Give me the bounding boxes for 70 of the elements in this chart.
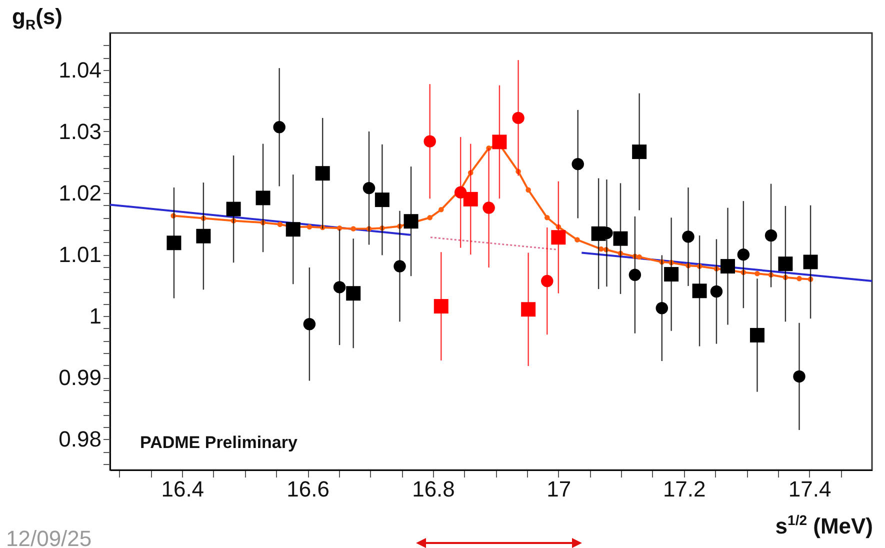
point: [710, 285, 723, 298]
point: [632, 144, 647, 160]
point: [492, 134, 507, 150]
point: [544, 215, 550, 220]
point: [682, 230, 694, 243]
point: [572, 158, 584, 170]
point: [482, 202, 495, 214]
x-tick-label: 16.8: [412, 476, 455, 502]
point: [613, 231, 628, 246]
point: [574, 237, 580, 242]
y-axis-title: g$_{R}$(s): [12, 4, 62, 32]
point: [273, 121, 286, 134]
point: [803, 254, 818, 270]
point: [521, 302, 536, 317]
y-tick-label: 1.02: [58, 180, 102, 206]
point: [315, 166, 330, 181]
annotation: PADME Preliminary: [140, 433, 298, 452]
point: [374, 192, 390, 208]
point: [394, 260, 406, 272]
point: [793, 370, 806, 383]
point: [303, 318, 316, 330]
point: [512, 112, 524, 124]
point: [306, 224, 312, 230]
point: [656, 302, 668, 314]
point: [226, 202, 241, 216]
point: [427, 215, 432, 220]
x-tick-label: 16.4: [161, 476, 204, 502]
point: [362, 182, 376, 194]
point: [551, 230, 566, 245]
point: [692, 284, 707, 298]
point: [434, 299, 448, 314]
point: [628, 268, 642, 281]
y-tick-label: 1.04: [58, 57, 102, 82]
point: [333, 281, 346, 294]
y-tick-label: 1.01: [58, 242, 102, 268]
point: [346, 286, 361, 301]
y-tick-label: 1: [89, 304, 102, 329]
point: [737, 248, 750, 261]
point: [454, 186, 467, 199]
point: [424, 135, 436, 148]
text: 12/09/25: [6, 526, 92, 548]
point: [778, 256, 793, 272]
point: [754, 271, 760, 276]
point: [598, 246, 604, 252]
point: [404, 214, 418, 229]
x-axis-title: s$^{1/2}$ (MeV): [775, 512, 873, 540]
point: [526, 187, 531, 193]
point: [336, 225, 342, 231]
point: [796, 276, 802, 282]
y-tick-label: 0.98: [58, 426, 102, 452]
point: [438, 207, 444, 212]
point: [664, 267, 679, 282]
point: [750, 328, 764, 342]
point: [196, 228, 211, 244]
point: [636, 254, 642, 260]
x-tick-label: 16.6: [286, 476, 330, 502]
point: [286, 222, 300, 237]
y-tick-label: 1.03: [58, 118, 102, 144]
point: [256, 190, 270, 206]
point: [541, 274, 554, 288]
x-tick-label: 17.2: [662, 476, 706, 502]
y-tick-label: 0.99: [58, 365, 102, 390]
x-tick-label: 17.4: [788, 476, 832, 502]
point: [720, 259, 735, 274]
point: [277, 222, 283, 228]
point: [764, 229, 778, 242]
x-tick-label: 17: [546, 476, 572, 502]
point: [350, 226, 356, 232]
point: [463, 192, 478, 206]
point: [166, 236, 182, 250]
